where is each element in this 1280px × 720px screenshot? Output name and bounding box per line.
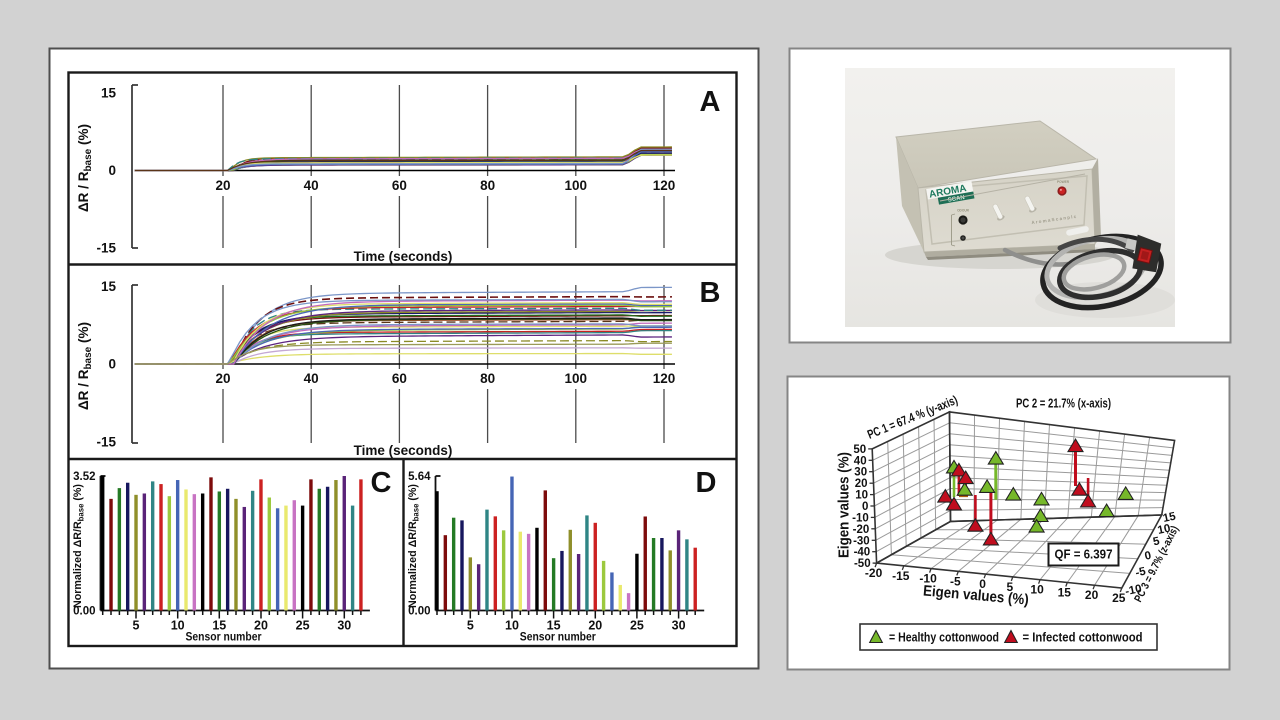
- svg-text:0: 0: [979, 577, 986, 591]
- svg-text:0: 0: [862, 501, 868, 513]
- svg-text:-15: -15: [892, 569, 910, 583]
- svg-text:5: 5: [1152, 535, 1161, 548]
- svg-text:5: 5: [1006, 580, 1013, 594]
- svg-text:-40: -40: [854, 547, 871, 559]
- svg-text:15: 15: [212, 619, 226, 633]
- svg-text:-15: -15: [96, 435, 116, 450]
- svg-text:120: 120: [653, 178, 676, 193]
- svg-text:A: A: [700, 86, 721, 118]
- svg-text:POWER: POWER: [1057, 180, 1070, 184]
- svg-text:20: 20: [588, 619, 602, 633]
- svg-text:50: 50: [853, 444, 866, 456]
- svg-text:40: 40: [304, 178, 319, 193]
- svg-text:-10: -10: [852, 512, 869, 524]
- svg-text:3.52: 3.52: [73, 471, 95, 483]
- svg-text:-10: -10: [919, 572, 937, 586]
- svg-text:Normalized ΔR/Rbase (%): Normalized ΔR/Rbase (%): [72, 484, 86, 608]
- svg-text:15: 15: [101, 279, 117, 294]
- svg-text:-5: -5: [950, 574, 961, 588]
- svg-text:15: 15: [1058, 586, 1072, 600]
- svg-text:100: 100: [565, 178, 588, 193]
- svg-text:80: 80: [480, 178, 495, 193]
- svg-text:C: C: [371, 467, 392, 499]
- svg-text:15: 15: [101, 86, 117, 101]
- svg-text:PC 2 = 21.7% (x-axis): PC 2 = 21.7% (x-axis): [1016, 397, 1111, 411]
- svg-text:10: 10: [505, 619, 519, 633]
- svg-text:5: 5: [467, 619, 474, 633]
- svg-text:80: 80: [480, 371, 495, 386]
- svg-text:-10: -10: [1124, 583, 1143, 598]
- svg-text:B: B: [700, 277, 721, 309]
- svg-text:25: 25: [1112, 591, 1126, 605]
- svg-text:30: 30: [854, 467, 867, 479]
- svg-text:20: 20: [215, 371, 230, 386]
- svg-text:30: 30: [672, 619, 686, 633]
- svg-text:QF = 6.397: QF = 6.397: [1055, 548, 1113, 562]
- svg-text:20: 20: [254, 619, 268, 633]
- svg-text:ΔR / Rbase (%): ΔR / Rbase (%): [76, 322, 94, 410]
- svg-text:25: 25: [630, 619, 644, 633]
- svg-text:15: 15: [1162, 510, 1178, 525]
- svg-text:Sensor number: Sensor number: [186, 630, 262, 644]
- svg-text:20: 20: [215, 178, 230, 193]
- svg-text:100: 100: [565, 371, 588, 386]
- svg-text:Time (seconds): Time (seconds): [354, 443, 453, 458]
- svg-text:Time (seconds): Time (seconds): [354, 249, 453, 264]
- svg-text:0.00: 0.00: [408, 606, 430, 618]
- svg-text:5.64: 5.64: [408, 471, 431, 483]
- svg-text:5: 5: [133, 619, 140, 633]
- svg-text:40: 40: [304, 371, 319, 386]
- svg-text:60: 60: [392, 371, 407, 386]
- svg-text:Eigen values (%): Eigen values (%): [836, 452, 853, 558]
- svg-text:25: 25: [296, 619, 310, 633]
- svg-text:0: 0: [108, 357, 116, 372]
- svg-text:30: 30: [337, 619, 351, 633]
- svg-text:120: 120: [653, 371, 676, 386]
- svg-text:SCAN: SCAN: [947, 195, 965, 204]
- svg-text:-20: -20: [865, 566, 883, 580]
- svg-text:60: 60: [392, 178, 407, 193]
- svg-text:ODOUR: ODOUR: [957, 209, 970, 213]
- svg-text:ΔR / Rbase (%): ΔR / Rbase (%): [76, 124, 94, 212]
- svg-text:20: 20: [1085, 588, 1099, 602]
- svg-text:= Healthy cottonwood: = Healthy cottonwood: [889, 630, 999, 645]
- svg-text:= Infected cottonwood: = Infected cottonwood: [1023, 630, 1143, 645]
- svg-text:10: 10: [1030, 583, 1044, 597]
- svg-text:10: 10: [171, 619, 185, 633]
- svg-text:-20: -20: [853, 524, 870, 536]
- svg-text:10: 10: [1157, 523, 1172, 537]
- svg-text:-15: -15: [96, 241, 116, 256]
- svg-text:-30: -30: [853, 535, 870, 547]
- svg-text:0: 0: [108, 163, 116, 178]
- svg-text:A r o m a S c a n p l c: A r o m a S c a n p l c: [1031, 214, 1077, 225]
- svg-text:15: 15: [547, 619, 561, 633]
- svg-text:20: 20: [855, 478, 868, 490]
- svg-text:-50: -50: [854, 558, 871, 570]
- svg-text:0.00: 0.00: [73, 606, 95, 618]
- svg-text:0: 0: [1144, 550, 1153, 563]
- svg-text:10: 10: [855, 490, 868, 502]
- svg-text:D: D: [696, 467, 717, 499]
- svg-text:40: 40: [854, 455, 867, 467]
- svg-text:Sensor number: Sensor number: [520, 630, 596, 644]
- svg-text:-5: -5: [1134, 566, 1147, 580]
- svg-text:Normalized ΔR/Rbase (%): Normalized ΔR/Rbase (%): [407, 484, 421, 608]
